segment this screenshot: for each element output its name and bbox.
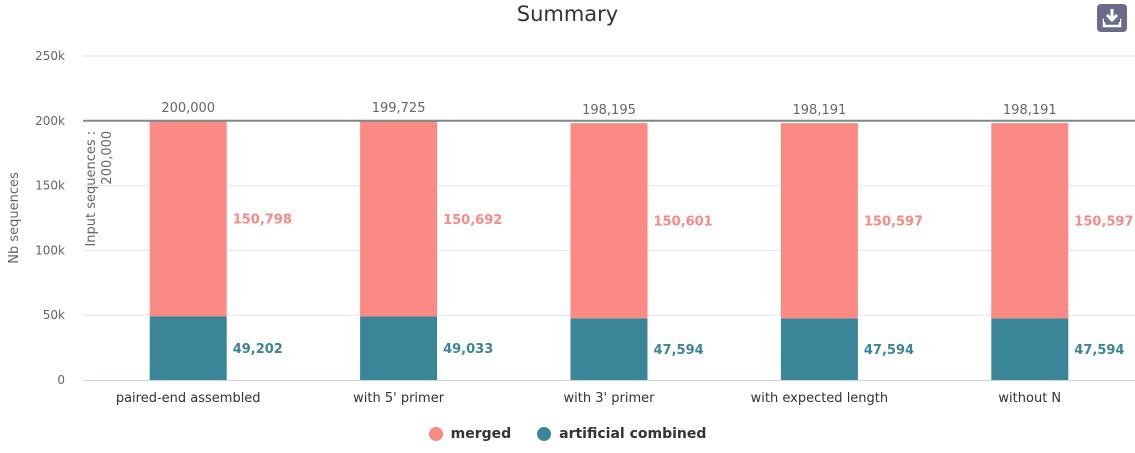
total-label: 198,191 — [1003, 103, 1057, 118]
x-tick-label: with 5' primer — [353, 391, 445, 406]
reference-line-label: Input sequences : — [84, 131, 99, 247]
bar-merged — [780, 123, 858, 319]
bar-merged — [360, 121, 438, 317]
legend: merged artificial combined — [0, 426, 1135, 442]
chart-title: Summary — [516, 2, 619, 26]
legend-marker-merged — [428, 427, 443, 441]
y-tick-label: 250k — [35, 49, 65, 63]
data-label-merged: 150,597 — [1074, 215, 1133, 230]
x-tick-label: with expected length — [751, 391, 889, 406]
bar-merged — [149, 120, 227, 317]
total-label: 198,191 — [793, 103, 847, 118]
legend-item-artificial-combined[interactable]: artificial combined — [537, 426, 706, 442]
bar-merged — [991, 123, 1069, 319]
data-label-artificial-combined: 47,594 — [1074, 343, 1124, 358]
data-label-artificial-combined: 47,594 — [864, 343, 914, 358]
y-tick-label: 0 — [57, 373, 65, 387]
total-label: 200,000 — [161, 101, 215, 116]
y-tick-label: 100k — [35, 243, 65, 257]
reference-line-value: 200,000 — [100, 131, 115, 185]
total-label: 198,195 — [582, 103, 636, 118]
data-label-artificial-combined: 49,202 — [233, 342, 283, 357]
bar-artificial-combined — [360, 316, 438, 380]
data-label-artificial-combined: 47,594 — [654, 343, 704, 358]
download-icon — [1102, 9, 1122, 28]
x-tick-label: paired-end assembled — [116, 391, 261, 406]
y-tick-label: 150k — [35, 179, 65, 193]
data-label-merged: 150,601 — [654, 215, 713, 230]
y-tick-label: 50k — [43, 308, 65, 322]
y-tick-label: 200k — [35, 114, 65, 128]
total-label: 199,725 — [372, 101, 426, 116]
data-label-merged: 150,597 — [864, 215, 923, 230]
data-label-merged: 150,798 — [233, 213, 292, 228]
x-tick-label: with 3' primer — [564, 391, 656, 406]
legend-item-merged[interactable]: merged — [428, 426, 512, 442]
data-label-merged: 150,692 — [443, 213, 502, 228]
bar-artificial-combined — [149, 316, 227, 380]
legend-label-merged: merged — [450, 426, 512, 442]
legend-marker-artificial-combined — [537, 427, 552, 441]
bar-artificial-combined — [570, 318, 648, 380]
download-button[interactable] — [1097, 4, 1127, 32]
bar-merged — [570, 123, 648, 319]
y-axis-title: Nb sequences — [7, 172, 22, 264]
data-label-artificial-combined: 49,033 — [443, 342, 493, 357]
x-tick-label: without N — [998, 391, 1061, 406]
legend-label-artificial-combined: artificial combined — [559, 426, 707, 442]
plot-area: 0 50k 100k 150k 200k 250k Nb sequences 49,202 15… — [7, 49, 1135, 406]
bar-artificial-combined — [991, 318, 1069, 380]
bar-artificial-combined — [780, 318, 858, 380]
